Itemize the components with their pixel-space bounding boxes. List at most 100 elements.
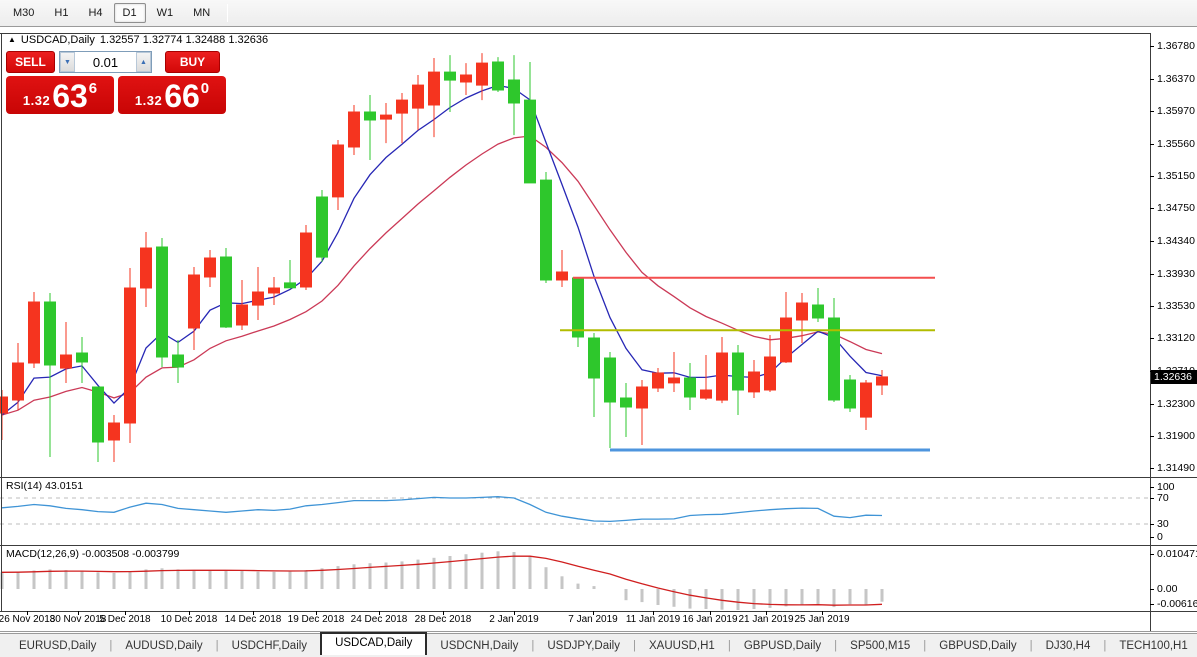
date-axis-label: 21 Jan 2019 (738, 614, 794, 625)
sell-price-prefix: 1.32 (22, 93, 51, 108)
buy-button[interactable]: BUY (165, 51, 220, 73)
candle-body (572, 277, 584, 338)
lot-decrease-icon[interactable]: ▼ (60, 52, 75, 72)
date-axis-tick (189, 611, 190, 615)
date-axis-tick (443, 611, 444, 615)
candle-body (332, 144, 344, 198)
candle-body (44, 301, 56, 366)
price-axis-tick (1150, 403, 1154, 405)
date-axis-tick (78, 611, 79, 615)
candle-body (76, 352, 88, 363)
price-axis-label: 1.35150 (1157, 170, 1195, 183)
bottom-tab-tech100-h1-11[interactable]: TECH100,H1 (1119, 639, 1188, 652)
bottom-tab-usdjpy-daily-5[interactable]: USDJPY,Daily (547, 639, 620, 652)
price-axis-tick (1150, 110, 1154, 112)
date-axis-label: 28 Dec 2018 (414, 614, 472, 625)
candle-body (428, 71, 440, 106)
indicator-axis-label: 0.010471 (1157, 548, 1197, 560)
candle-body (780, 317, 792, 363)
date-axis-tick (822, 611, 823, 615)
bottom-tab-sp500-m15-8[interactable]: SP500,M15 (850, 639, 911, 652)
tf-button-h1[interactable]: H1 (54, 7, 69, 19)
lot-increase-icon[interactable]: ▲ (136, 52, 151, 72)
lot-size-input[interactable] (75, 52, 136, 72)
sell-button[interactable]: SELL (6, 51, 55, 73)
tf-button-h4[interactable]: H4 (88, 7, 103, 19)
candle-body (0, 396, 8, 414)
tf-button-d1[interactable]: D1 (113, 3, 146, 23)
bottom-tab-gbpusd-daily-7[interactable]: GBPUSD,Daily (743, 639, 822, 652)
bottom-tab-dj30-h4-10[interactable]: DJ30,H4 (1045, 639, 1091, 652)
candle-body (60, 354, 72, 369)
candle-body (412, 84, 424, 109)
collapse-arrow-icon[interactable]: ▲ (8, 34, 16, 44)
tab-separator: | (923, 639, 927, 652)
date-axis-label: 25 Jan 2019 (794, 614, 850, 625)
buy-price-big: 66 (164, 78, 200, 114)
candle-body (716, 352, 728, 401)
chart-ohlc-readout: 1.32557 1.32774 1.32488 1.32636 (99, 34, 269, 46)
date-axis-label: 24 Dec 2018 (350, 614, 408, 625)
price-axis-label: 1.31490 (1157, 462, 1195, 475)
date-axis-tick (125, 611, 126, 615)
rsi-panel-separator[interactable] (0, 477, 1197, 478)
candle-body (12, 362, 24, 401)
indicator-axis-label: 30 (1157, 518, 1169, 530)
candle-body (796, 302, 808, 321)
date-axis-tick (316, 611, 317, 615)
indicator-axis-tick (1150, 524, 1154, 525)
bottom-tab-xauusd-h1-6[interactable]: XAUUSD,H1 (649, 639, 715, 652)
macd-panel-separator[interactable] (0, 545, 1197, 546)
candle-body (668, 377, 680, 384)
indicator-axis-label: -0.006164 (1157, 598, 1197, 610)
buy-price-pip: 0 (200, 80, 210, 97)
bottom-tab-usdcad-daily-3[interactable]: USDCAD,Daily (320, 632, 428, 655)
candle-body (28, 301, 40, 364)
price-axis-label: 1.31900 (1157, 429, 1195, 442)
candle-body (508, 79, 520, 104)
indicator-axis-tick (1150, 487, 1154, 488)
price-axis-tick (1150, 176, 1154, 178)
candle-body (172, 354, 184, 368)
candle-body (220, 256, 232, 328)
tab-separator: | (633, 639, 636, 652)
date-axis-label: 19 Dec 2018 (287, 614, 345, 625)
date-axis-tick (653, 611, 654, 615)
tf-button-m30[interactable]: M30 (13, 7, 35, 19)
date-axis-label: 26 Nov 2018 (0, 614, 56, 625)
slow-ma-line (1, 135, 883, 416)
candle-body (476, 62, 488, 86)
indicator-axis-label: 100 (1157, 481, 1175, 493)
price-axis-label: 1.33120 (1157, 332, 1195, 345)
candle-body (732, 352, 744, 391)
candle-body (156, 246, 168, 358)
rsi-indicator-label: RSI(14) 43.0151 (6, 480, 84, 492)
price-axis-tick (1150, 273, 1154, 275)
price-axis-tick (1150, 46, 1154, 48)
bottom-tab-audusd-daily-1[interactable]: AUDUSD,Daily (125, 639, 203, 652)
sell-price-panel[interactable]: 1.32 63 6 (6, 76, 114, 114)
bottom-tab-eurusd-daily-0[interactable]: EURUSD,Daily (19, 639, 97, 652)
timeframe-toolbar: M30 H1 H4 D1 W1 MN (0, 0, 1197, 27)
candle-body (828, 317, 840, 401)
buy-price-panel[interactable]: 1.32 66 0 (118, 76, 226, 114)
price-axis-label: 1.33530 (1157, 299, 1195, 312)
price-axis-label: 1.35970 (1157, 104, 1195, 117)
date-axis-tick (766, 611, 767, 615)
chart-title: ▲ USDCAD,Daily 1.32557 1.32774 1.32488 1… (8, 34, 268, 46)
indicator-axis-label: 70 (1157, 492, 1169, 504)
tf-button-mn[interactable]: MN (193, 7, 211, 19)
bottom-tab-gbpusd-daily-9[interactable]: GBPUSD,Daily (939, 639, 1017, 652)
tab-separator: | (531, 639, 535, 652)
candle-body (812, 304, 824, 319)
date-axis-label: 11 Jan 2019 (625, 614, 681, 625)
tf-button-w1[interactable]: W1 (156, 7, 174, 19)
bottom-tab-usdchf-daily-2[interactable]: USDCHF,Daily (231, 639, 308, 652)
candle-body (556, 271, 568, 281)
candle-body (92, 386, 104, 443)
bottom-tab-usdcnh-daily-4[interactable]: USDCNH,Daily (440, 639, 519, 652)
chart-symbol-label: USDCAD,Daily (20, 34, 95, 46)
price-axis-tick (1150, 240, 1154, 242)
